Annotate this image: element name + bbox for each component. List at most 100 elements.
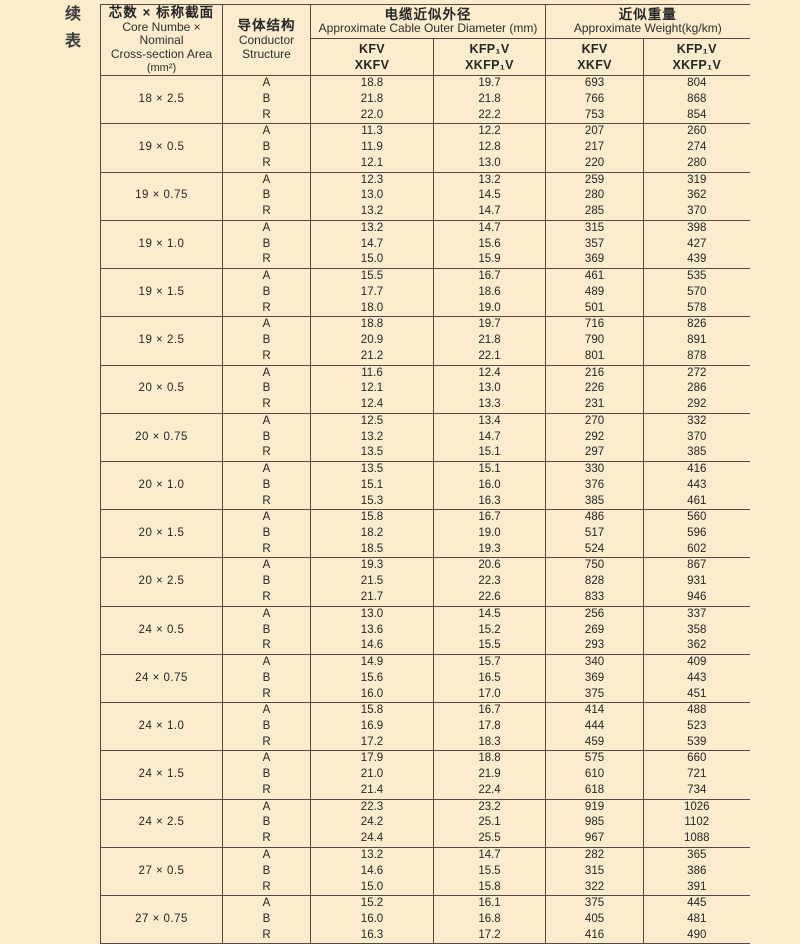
wt-kfp1v-cell: 337 — [643, 605, 750, 623]
wt-kfv-cell: 693 — [545, 75, 644, 92]
structure-cell: R — [222, 252, 311, 269]
wt-kfv-cell: 375 — [545, 686, 644, 703]
dia-kfv-cell: 15.8 — [310, 702, 434, 719]
header-core-section-unit: (mm²) — [146, 61, 177, 74]
table-row: R 13.2 14.7 285 370 — [101, 204, 750, 221]
structure-cell: R — [222, 541, 311, 558]
table-row: 27 × 0.75 A 15.2 16.1 375 445 — [100, 895, 750, 944]
header-core-section: 芯数 × 标称截面 Core Numbe × Nominal Cross-sec… — [100, 3, 223, 77]
wt-kfv-cell: 376 — [545, 477, 644, 494]
wt-kfp1v-cell: 1088 — [643, 831, 750, 848]
dia-kfp1v-cell: 14.7 — [432, 219, 546, 237]
header-conductor-structure: 导体结构 Conductor Structure — [222, 3, 311, 77]
dia-kfv-cell: 12.1 — [310, 381, 434, 398]
dia-kfp1v-cell: 16.0 — [432, 477, 546, 494]
structure-cell: A — [222, 846, 311, 864]
table-row: 20 × 0.5 A 11.6 12.4 216 272 — [100, 364, 750, 414]
dia-kfv-cell: 11.6 — [310, 364, 434, 382]
wt-kfv-cell: 315 — [545, 219, 644, 237]
subheader-wt-kfp1v-line2: XKFP₁V — [672, 57, 722, 72]
structure-cell: R — [222, 348, 311, 365]
dia-kfv-cell: 15.8 — [310, 509, 434, 526]
table-row: B 15.6 16.5 369 443 — [101, 670, 750, 687]
spec-cell: 20 × 0.75 — [100, 412, 223, 462]
wt-kfp1v-cell: 362 — [643, 638, 750, 655]
table-row: 19 × 0.5 A 11.3 12.2 207 260 — [100, 123, 750, 173]
wt-kfv-cell: 459 — [545, 734, 644, 751]
dia-kfv-cell: 13.5 — [310, 460, 434, 478]
table-row: R 15.3 16.3 385 461 — [101, 493, 750, 510]
table-row: 24 × 0.75 A 14.9 15.7 340 409 — [100, 653, 750, 703]
structure-cell: R — [222, 397, 311, 414]
structure-cell: A — [222, 750, 311, 767]
dia-kfv-cell: 12.3 — [310, 171, 434, 189]
wt-kfp1v-cell: 539 — [643, 734, 750, 751]
wt-kfv-cell: 750 — [545, 557, 644, 575]
structure-cell: A — [222, 653, 311, 671]
wt-kfp1v-cell: 286 — [643, 381, 750, 398]
wt-kfp1v-cell: 319 — [643, 171, 750, 189]
dia-kfp1v-cell: 15.1 — [432, 460, 546, 478]
dia-kfv-cell: 17.7 — [310, 284, 434, 301]
dia-kfv-cell: 21.4 — [310, 783, 434, 800]
wt-kfv-cell: 524 — [545, 541, 644, 558]
table-body: 18 × 2.5 A 18.8 19.7 693 804 B 21.8 21.8 766 868 R 2… — [100, 75, 750, 944]
table-header: 芯数 × 标称截面 Core Numbe × Nominal Cross-sec… — [100, 3, 750, 77]
dia-kfp1v-cell: 15.2 — [432, 622, 546, 639]
wt-kfp1v-cell: 398 — [643, 219, 750, 237]
dia-kfv-cell: 13.6 — [310, 622, 434, 639]
table-row: R 21.7 22.6 833 946 — [101, 590, 750, 607]
wt-kfv-cell: 486 — [545, 509, 644, 526]
dia-kfp1v-cell: 12.2 — [432, 123, 546, 140]
dia-kfv-cell: 16.0 — [310, 911, 434, 928]
dia-kfp1v-cell: 21.8 — [432, 91, 546, 108]
structure-cell: A — [222, 895, 311, 912]
dia-kfv-cell: 12.4 — [310, 397, 434, 414]
wt-kfv-cell: 292 — [545, 429, 644, 446]
wt-kfp1v-cell: 481 — [643, 911, 750, 928]
dia-kfp1v-cell: 13.0 — [432, 381, 546, 398]
dia-kfp1v-cell: 21.9 — [432, 766, 546, 784]
spec-cell: 18 × 2.5 — [100, 75, 223, 124]
wt-kfv-cell: 919 — [545, 798, 644, 816]
wt-kfv-cell: 517 — [545, 525, 644, 542]
wt-kfv-cell: 293 — [545, 638, 644, 655]
structure-cell: R — [222, 204, 311, 221]
wt-kfp1v-cell: 439 — [643, 252, 750, 269]
structure-cell: A — [222, 316, 311, 333]
table-row: B 17.7 18.6 489 570 — [101, 284, 750, 301]
wt-kfp1v-cell: 826 — [643, 316, 750, 333]
dia-kfp1v-cell: 15.5 — [432, 638, 546, 655]
spec-cell: 27 × 0.5 — [100, 846, 223, 896]
structure-cell: B — [222, 188, 311, 205]
dia-kfv-cell: 21.7 — [310, 590, 434, 607]
wt-kfp1v-cell: 427 — [643, 236, 750, 253]
wt-kfp1v-cell: 451 — [643, 686, 750, 703]
wt-kfv-cell: 315 — [545, 863, 644, 880]
wt-kfp1v-cell: 260 — [643, 123, 750, 140]
table-row: B 18.2 19.0 517 596 — [101, 525, 750, 542]
dia-kfp1v-cell: 15.7 — [432, 653, 546, 671]
dia-kfv-cell: 18.0 — [310, 300, 434, 317]
table-row: 20 × 1.0 A 13.5 15.1 330 416 — [100, 460, 750, 510]
dia-kfp1v-cell: 12.8 — [432, 139, 546, 156]
structure-cell: A — [222, 219, 311, 237]
dia-kfp1v-cell: 14.5 — [432, 188, 546, 205]
dia-kfp1v-cell: 14.7 — [432, 429, 546, 446]
structure-cell: A — [222, 460, 311, 478]
spec-cell: 20 × 1.0 — [100, 460, 223, 510]
structure-cell: A — [222, 509, 311, 526]
structure-cell: R — [222, 493, 311, 510]
dia-kfp1v-cell: 19.3 — [432, 541, 546, 558]
dia-kfv-cell: 11.3 — [310, 123, 434, 140]
wt-kfv-cell: 369 — [545, 670, 644, 687]
dia-kfv-cell: 20.9 — [310, 332, 434, 349]
subheader-dia-kfv-line1: KFV — [359, 41, 385, 56]
subheader-wt-kfv-line2: XKFV — [577, 57, 612, 72]
spec-cell: 24 × 1.0 — [100, 702, 223, 751]
wt-kfv-cell: 207 — [545, 123, 644, 140]
wt-kfv-cell: 828 — [545, 574, 644, 591]
dia-kfv-cell: 13.2 — [310, 429, 434, 446]
dia-kfv-cell: 18.8 — [310, 316, 434, 333]
table-row: R 21.4 22.4 618 734 — [101, 783, 750, 800]
